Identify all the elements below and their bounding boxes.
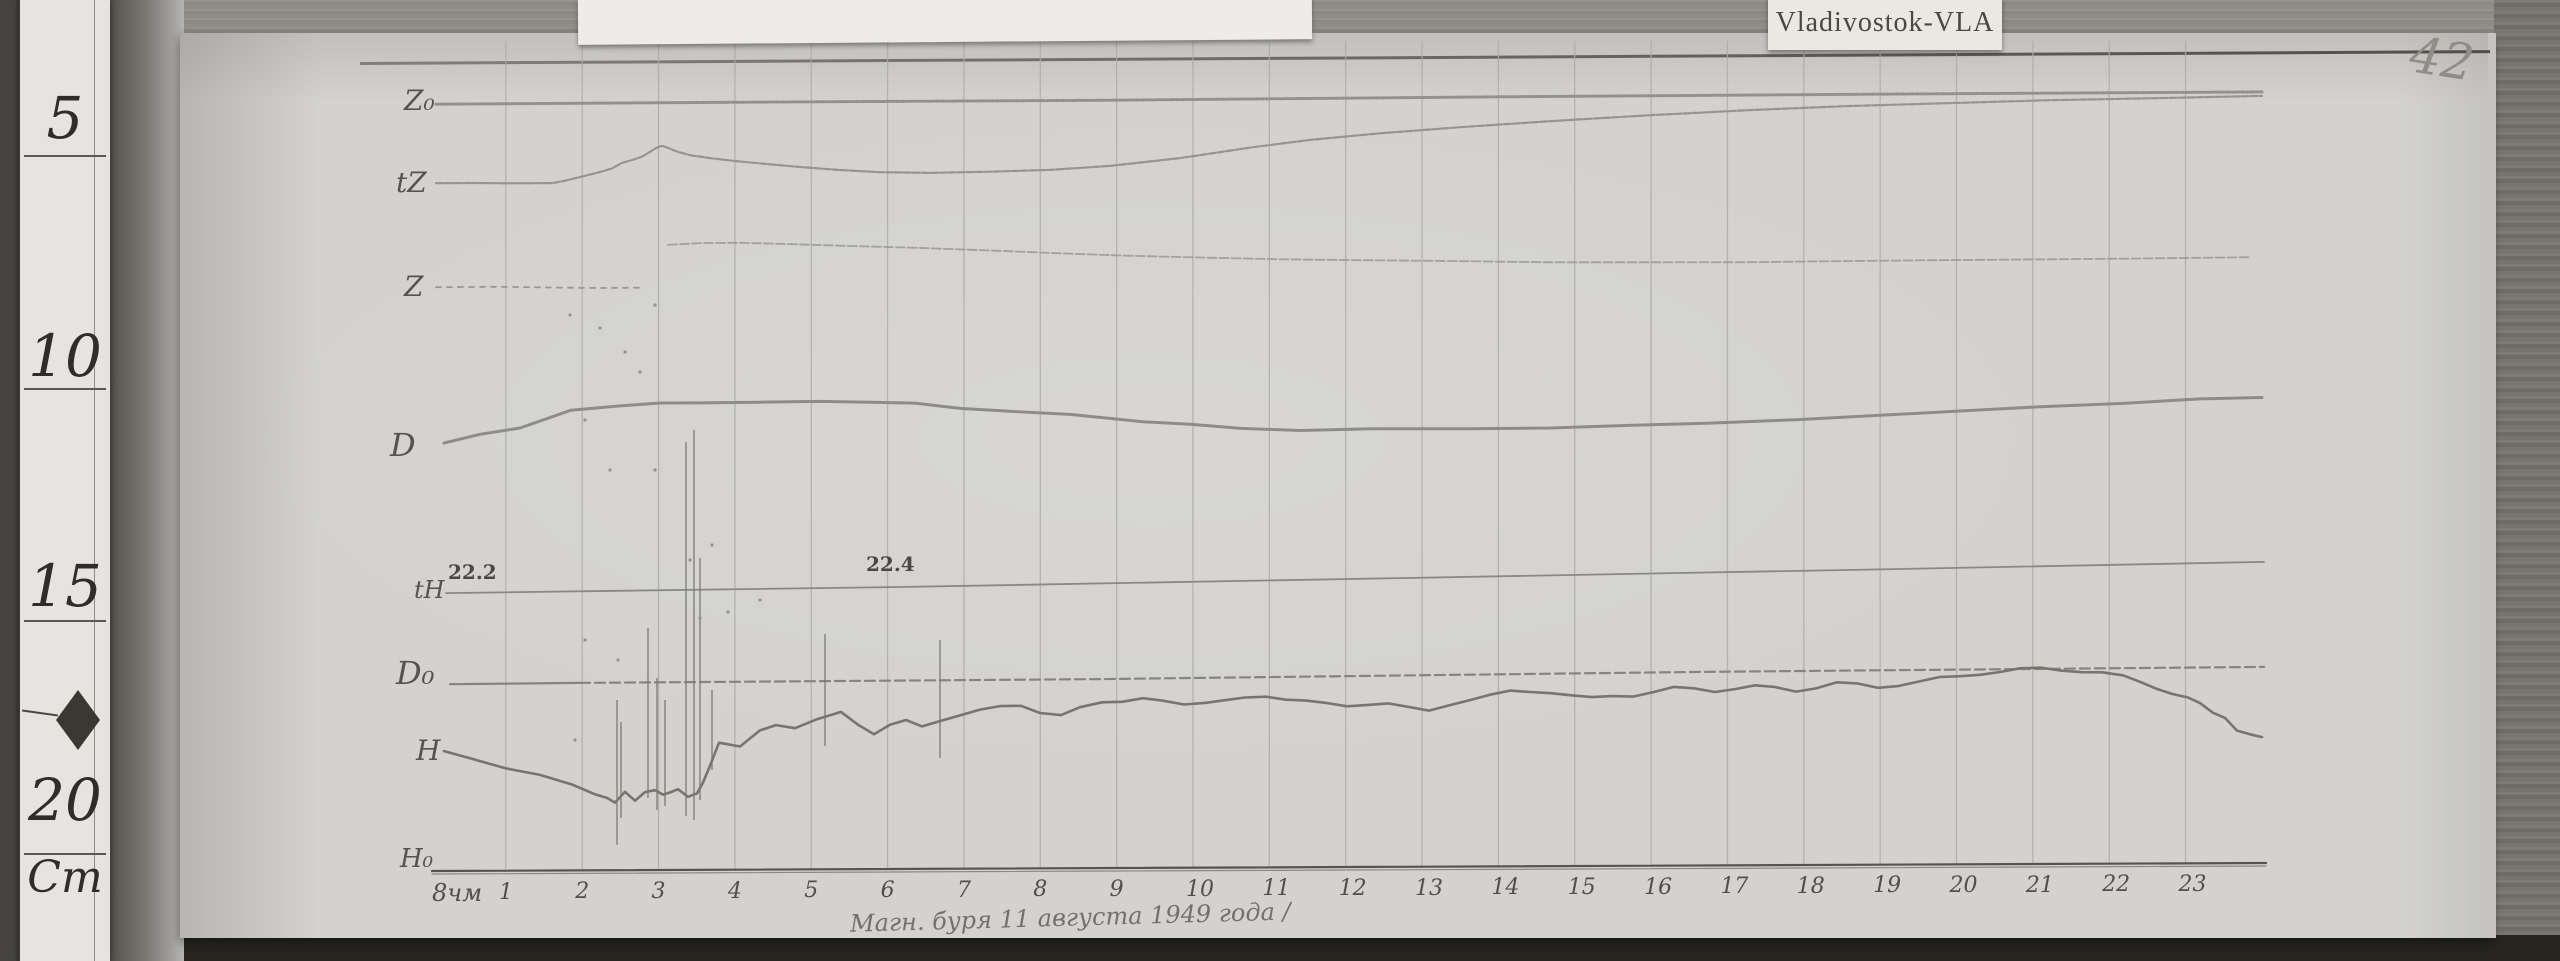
magnetogram-paper (180, 33, 2492, 938)
ruler-divider (24, 620, 106, 622)
tucked-white-sheet (577, 0, 1313, 45)
archive-number-pencil: 42 (2405, 25, 2478, 93)
dark-bottom-edge (0, 935, 2560, 961)
wood-background-right (2494, 0, 2560, 961)
ruler-divider (24, 853, 106, 855)
ruler-divider (24, 155, 106, 157)
cm-ruler: 5 10 15 20 Cm (16, 0, 110, 961)
shadow-gap (106, 0, 184, 961)
station-label-card: Vladivostok-VLA (1768, 0, 2002, 50)
paper-right-edge (2488, 33, 2496, 938)
ruler-unit-cm: Cm (27, 852, 103, 903)
ruler-mark-15: 15 (28, 552, 102, 620)
ruler-mark-20: 20 (28, 766, 102, 834)
dark-left-edge (0, 0, 18, 961)
ruler-mark-10: 10 (28, 322, 102, 390)
station-name: Vladivostok-VLA (1775, 7, 1995, 38)
ruler-mark-5: 5 (46, 84, 84, 152)
diamond-pin-tail (22, 709, 58, 717)
ruler-divider (24, 388, 106, 390)
ruler-inner-line (94, 0, 95, 961)
